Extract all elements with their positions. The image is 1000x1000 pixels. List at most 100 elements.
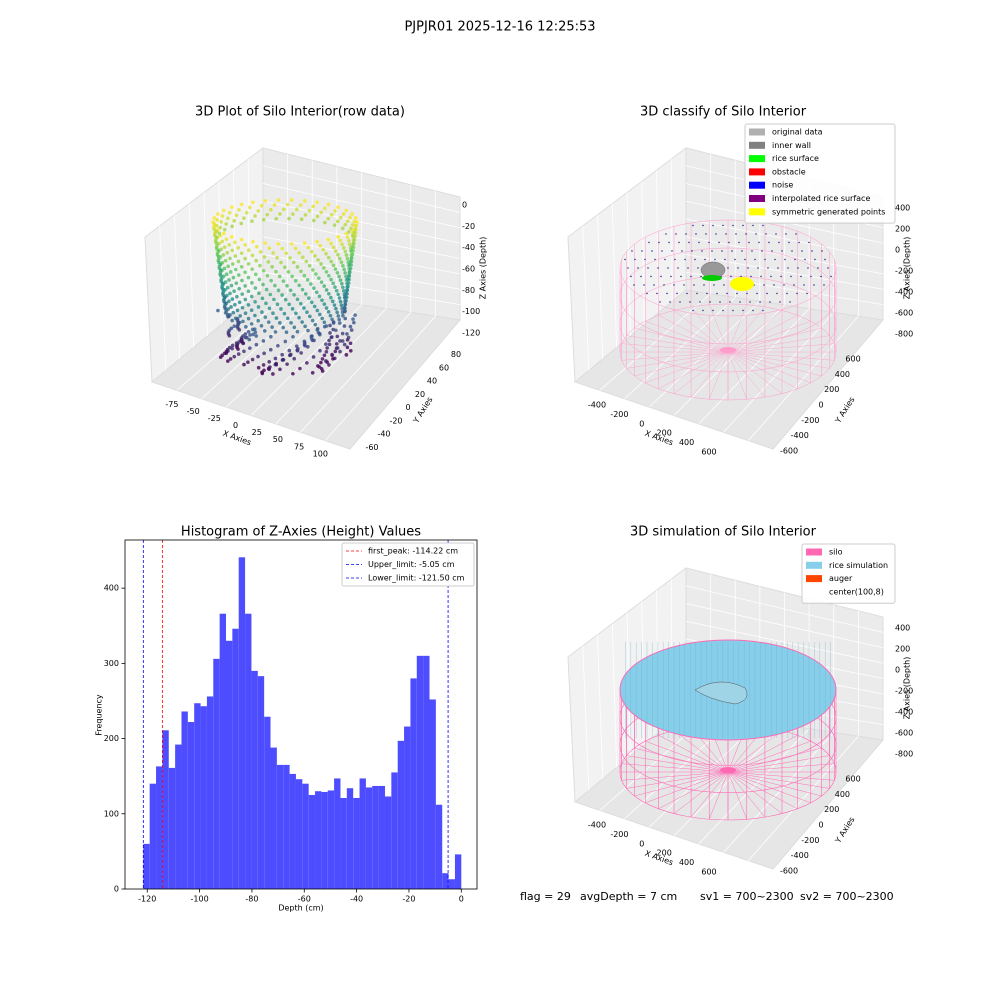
z-axis-label: Z Axies (Depth) bbox=[903, 237, 912, 300]
point bbox=[345, 288, 349, 292]
point bbox=[759, 301, 761, 303]
y-tick-label: -200 bbox=[801, 416, 819, 425]
pane-grid bbox=[685, 218, 884, 259]
point bbox=[333, 209, 337, 213]
point bbox=[785, 233, 787, 235]
legend-label: rice surface bbox=[772, 154, 819, 163]
point bbox=[331, 281, 335, 286]
bar bbox=[206, 696, 214, 889]
point bbox=[306, 328, 310, 333]
point bbox=[644, 258, 646, 261]
point bbox=[335, 334, 340, 339]
point bbox=[310, 318, 315, 323]
point bbox=[262, 255, 267, 259]
point bbox=[282, 265, 287, 270]
y-tick-label: 60 bbox=[439, 363, 449, 372]
legend-swatch bbox=[806, 588, 822, 596]
point bbox=[348, 270, 352, 274]
point bbox=[685, 233, 687, 235]
point bbox=[225, 285, 230, 290]
point bbox=[329, 259, 333, 264]
silo-spoke bbox=[727, 304, 747, 353]
point bbox=[227, 278, 231, 282]
point bbox=[231, 310, 236, 315]
point bbox=[290, 274, 294, 279]
point bbox=[714, 258, 716, 261]
point bbox=[722, 224, 724, 227]
point bbox=[239, 221, 244, 226]
point bbox=[290, 307, 295, 311]
point bbox=[239, 251, 244, 256]
x-tick-label: -60 bbox=[298, 895, 311, 904]
point bbox=[261, 339, 266, 343]
point bbox=[307, 208, 312, 213]
y-tick-label: 600 bbox=[845, 775, 860, 784]
legend-label: Lower_limit: -121.50 cm bbox=[368, 574, 465, 583]
chart-title: 3D classify of Silo Interior bbox=[640, 105, 807, 120]
chart-title: 3D simulation of Silo Interior bbox=[630, 525, 817, 540]
point bbox=[326, 202, 331, 207]
y-tick-label: -60 bbox=[365, 443, 378, 452]
point bbox=[725, 233, 727, 235]
pane-grid bbox=[597, 214, 604, 360]
point bbox=[313, 254, 317, 258]
point bbox=[320, 316, 324, 321]
pane-grid bbox=[626, 192, 631, 337]
bar bbox=[194, 703, 201, 889]
point bbox=[737, 267, 739, 269]
z-tick-label: -60 bbox=[462, 265, 475, 274]
point bbox=[324, 288, 329, 292]
bar bbox=[168, 767, 176, 889]
point bbox=[731, 250, 733, 252]
bar bbox=[162, 730, 169, 889]
point bbox=[721, 250, 723, 252]
point bbox=[317, 331, 322, 336]
point bbox=[749, 301, 751, 303]
point bbox=[353, 227, 358, 231]
point bbox=[310, 300, 314, 305]
point bbox=[329, 277, 333, 282]
point bbox=[719, 301, 721, 303]
point bbox=[773, 284, 775, 286]
point bbox=[331, 320, 336, 324]
point bbox=[677, 267, 679, 269]
z-tick-label: -120 bbox=[462, 329, 480, 338]
point bbox=[820, 275, 822, 278]
point bbox=[711, 250, 713, 252]
point bbox=[810, 275, 812, 278]
point bbox=[337, 256, 342, 261]
point bbox=[250, 281, 254, 285]
x-tick-label: -400 bbox=[588, 821, 606, 830]
legend-swatch bbox=[749, 208, 765, 216]
plot-frame bbox=[124, 539, 478, 890]
point bbox=[300, 255, 305, 260]
bar bbox=[143, 843, 150, 889]
point bbox=[232, 289, 236, 293]
point bbox=[287, 216, 291, 221]
bar bbox=[327, 790, 335, 889]
legend-box bbox=[744, 123, 896, 224]
point bbox=[775, 233, 777, 235]
point bbox=[763, 284, 765, 286]
point bbox=[754, 258, 756, 261]
y-tick-label: 40 bbox=[427, 377, 437, 386]
point bbox=[331, 245, 336, 250]
point bbox=[253, 272, 258, 277]
pane-grid bbox=[300, 312, 412, 433]
point bbox=[811, 250, 813, 252]
silo-spoke bbox=[673, 351, 729, 394]
x-tick-label: 0 bbox=[459, 895, 464, 904]
symmetric-blob bbox=[730, 277, 754, 291]
point bbox=[261, 217, 266, 222]
pane-grid bbox=[262, 236, 461, 275]
point bbox=[771, 250, 773, 252]
point bbox=[640, 275, 642, 278]
point bbox=[729, 301, 731, 303]
point bbox=[248, 346, 252, 350]
point bbox=[334, 328, 338, 333]
point bbox=[238, 314, 242, 318]
silo-spoke bbox=[727, 747, 822, 773]
point bbox=[702, 224, 704, 227]
y-tick-label: 200 bbox=[824, 805, 839, 814]
point bbox=[257, 277, 262, 282]
